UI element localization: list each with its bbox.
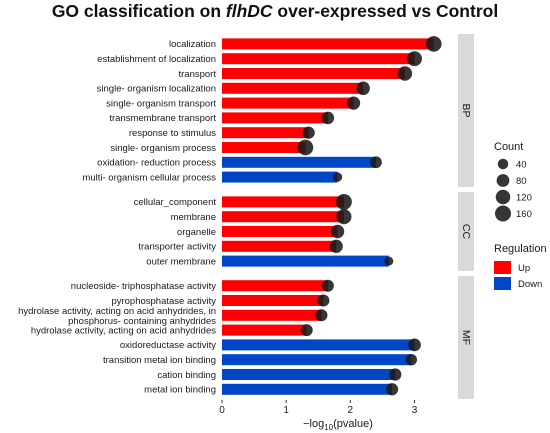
count-dot xyxy=(385,383,399,396)
legend-count-dot xyxy=(495,205,511,222)
bar xyxy=(222,196,344,208)
bar xyxy=(222,226,338,237)
bar xyxy=(222,240,337,252)
category-label: outer membrane xyxy=(146,256,216,267)
category-label: pyrophosphatase activity xyxy=(111,296,216,307)
count-dot xyxy=(336,193,352,210)
category-label: metal ion binding xyxy=(144,385,216,396)
count-dot xyxy=(321,111,335,125)
bar xyxy=(222,142,306,153)
bar xyxy=(222,171,338,183)
category-label: oxidoreductase activity xyxy=(120,340,216,351)
count-dot xyxy=(425,36,442,52)
x-tick-label: 2 xyxy=(348,405,354,416)
legend-count-label: 120 xyxy=(516,193,532,204)
x-tick-label: 3 xyxy=(412,405,418,416)
bar xyxy=(222,339,415,351)
legend: Count 40 80 120 160 Regulation Up Down xyxy=(494,141,547,290)
x-tick-label: 0 xyxy=(219,405,225,416)
legend-count-label: 40 xyxy=(516,160,527,171)
count-dot xyxy=(389,368,402,381)
bar xyxy=(222,324,307,336)
legend-swatch-down xyxy=(494,277,511,290)
legend-count-dot xyxy=(497,158,509,170)
category-label: transition metal ion binding xyxy=(103,355,216,366)
category-label: transporter activity xyxy=(138,242,216,253)
legend-count-title: Count xyxy=(494,141,523,153)
count-dot xyxy=(297,139,314,156)
category-label: transmembrane transport xyxy=(109,113,216,124)
bar xyxy=(222,280,328,292)
bar xyxy=(222,68,405,79)
bar xyxy=(222,38,434,50)
bar xyxy=(222,127,309,139)
count-dot xyxy=(317,294,330,307)
count-dot xyxy=(330,224,345,239)
bar xyxy=(222,156,376,168)
legend-count-label: 160 xyxy=(516,209,532,220)
category-label: transport xyxy=(179,69,217,80)
count-dot xyxy=(321,279,334,292)
count-dot xyxy=(384,256,394,266)
bar xyxy=(222,112,328,124)
legend-count-dot xyxy=(495,189,511,205)
count-dot xyxy=(302,126,315,139)
category-label: single- organism localization xyxy=(97,84,216,95)
count-dot xyxy=(332,172,343,182)
bar xyxy=(222,97,354,109)
bar xyxy=(222,309,322,321)
legend-swatch-up xyxy=(494,261,511,274)
category-label: establishment of localization xyxy=(97,54,216,65)
facet-strip-label: MF xyxy=(460,330,472,345)
count-dot xyxy=(300,324,313,337)
count-dot xyxy=(315,309,328,322)
legend-regulation-label: Up xyxy=(518,263,530,274)
legend-regulation-title: Regulation xyxy=(494,243,547,255)
count-dot xyxy=(370,156,382,169)
facet-strip-bp xyxy=(458,34,474,187)
category-label: organelle xyxy=(177,227,216,238)
bar xyxy=(222,53,415,65)
category-label: single- organism transport xyxy=(106,98,216,109)
count-dot xyxy=(408,338,421,352)
plot-area: BP localization establishment of localizat… xyxy=(18,34,474,416)
x-tick-label: 1 xyxy=(283,405,289,416)
category-label: response to stimulus xyxy=(129,128,216,139)
count-dot xyxy=(329,239,343,253)
category-label: localization xyxy=(169,39,216,50)
facet-strip-mf xyxy=(458,276,474,399)
bar xyxy=(222,295,324,306)
category-label: membrane xyxy=(171,212,216,223)
facet-strip-cc xyxy=(458,192,474,271)
bar xyxy=(222,255,389,267)
count-dot xyxy=(407,51,422,67)
category-label: hydrolase activity, acting on acid anhyd… xyxy=(31,325,216,336)
count-dot xyxy=(397,66,413,81)
bar xyxy=(222,354,412,366)
category-label: oxidation- reduction process xyxy=(97,158,216,169)
facet-strip-label: CC xyxy=(460,224,472,240)
bar xyxy=(222,369,396,380)
bar xyxy=(222,383,393,395)
bar xyxy=(222,82,364,94)
chart-title: GO classification on flhDC over-expresse… xyxy=(52,1,498,21)
legend-count-dot xyxy=(496,174,510,187)
count-dot xyxy=(336,209,352,225)
category-label: cellular_component xyxy=(134,197,217,208)
category-label: nucleoside- triphosphatase activity xyxy=(71,281,216,292)
bar xyxy=(222,211,344,223)
legend-count-label: 80 xyxy=(516,176,527,187)
legend-regulation-label: Down xyxy=(518,279,542,290)
count-dot xyxy=(346,96,361,110)
facet-strip-label: BP xyxy=(460,103,472,117)
category-label: multi- organism cellular process xyxy=(82,172,216,183)
category-label: cation binding xyxy=(157,370,216,381)
category-label: single- organism process xyxy=(110,143,216,154)
x-axis-title: −log10(pvalue) xyxy=(303,418,373,432)
count-dot xyxy=(405,353,418,366)
count-dot xyxy=(356,81,370,96)
category-label: hydrolase activity, acting on acid anhyd… xyxy=(18,306,216,327)
